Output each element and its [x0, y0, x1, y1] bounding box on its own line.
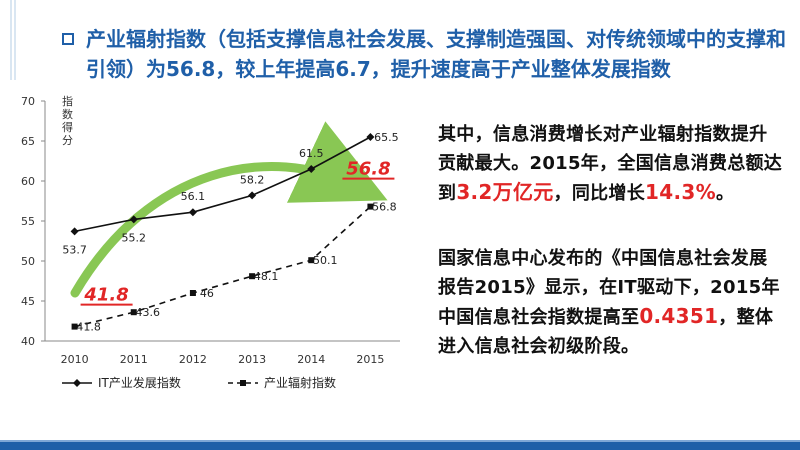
data-point — [367, 203, 374, 210]
x-tick-label: 2012 — [179, 353, 207, 366]
data-label: 58.2 — [240, 173, 265, 186]
y-tick-label: 45 — [21, 295, 35, 308]
headline: 产业辐射指数（包括支撑信息社会发展、支撑制造强国、对传统领域中的支撑和引领）为5… — [86, 27, 786, 81]
y-tick-label: 65 — [21, 135, 35, 148]
legend-marker — [73, 379, 81, 387]
data-label: 43.6 — [136, 306, 161, 319]
decor-stripe — [14, 0, 16, 80]
consumption-growth: 14.3% — [645, 180, 716, 204]
x-tick-label: 2014 — [297, 353, 325, 366]
x-tick-label: 2010 — [61, 353, 89, 366]
x-tick-label: 2011 — [120, 353, 148, 366]
paragraph1-text: 。 — [715, 183, 735, 204]
legend-label: 产业辐射指数 — [264, 375, 336, 390]
data-point — [71, 323, 78, 330]
highlight-value: 41.8 — [83, 285, 128, 306]
society-index: 0.4351 — [639, 304, 719, 328]
y-tick-label: 70 — [21, 95, 35, 108]
data-label: 61.5 — [299, 147, 324, 160]
data-point — [188, 208, 197, 217]
square-bullet-icon — [62, 33, 74, 45]
series-line-0 — [74, 136, 371, 233]
highlight-value: 56.8 — [346, 159, 390, 180]
paragraph1-text: 其中，信息消费增长对产业辐射指数提升贡献最大。2015年，全国信息消费总额达到 — [438, 124, 783, 204]
y-tick-label: 60 — [21, 175, 35, 188]
paragraph1-text: ，同比增长 — [553, 183, 646, 204]
data-label: 65.5 — [374, 131, 399, 144]
data-point — [189, 290, 196, 296]
paragraph-consumption: 其中，信息消费增长对产业辐射指数提升贡献最大。2015年，全国信息消费总额达到3… — [438, 120, 783, 208]
y-tick-label: 55 — [21, 215, 35, 228]
x-tick-label: 2015 — [356, 353, 384, 366]
paragraph2-text: 国家信息中心发布的《中国信息社会发展报告2015》显示，在IT驱动下，2015年… — [438, 248, 780, 328]
legend-marker — [240, 380, 246, 386]
paragraph-report: 国家信息中心发布的《中国信息社会发展报告2015》显示，在IT驱动下，2015年… — [438, 244, 783, 361]
data-point — [248, 191, 257, 200]
footer-bar — [0, 442, 800, 450]
data-label: 56.8 — [372, 201, 397, 214]
y-axis-label: 得 — [62, 121, 73, 134]
legend-label: IT产业发展指数 — [98, 375, 181, 390]
data-label: 55.2 — [122, 231, 147, 244]
data-label: 56.1 — [181, 190, 206, 203]
data-point — [366, 133, 375, 141]
y-tick-label: 50 — [21, 255, 35, 268]
data-label: 41.8 — [76, 321, 101, 334]
data-point — [130, 309, 137, 316]
left-accent-bar — [0, 0, 10, 80]
x-tick-label: 2013 — [238, 353, 266, 366]
paragraph2-text: ，整体进入信息社会初级阶段。 — [438, 307, 774, 357]
line-chart: 40 45 50 55 60 65 70 2010 2011 2012 2013 2014 2015 指数… — [21, 94, 400, 390]
data-point — [70, 227, 79, 236]
footer-line — [0, 440, 800, 442]
data-label: 53.7 — [62, 243, 87, 256]
consumption-amount: 3.2万亿元 — [456, 180, 554, 204]
y-axis-label: 分 — [62, 134, 73, 147]
y-tick-label: 40 — [21, 335, 35, 348]
data-point — [307, 165, 316, 173]
data-label: 46 — [200, 287, 214, 300]
data-point — [249, 273, 256, 280]
decor-stripe — [10, 0, 12, 80]
data-label: 48.1 — [254, 270, 279, 283]
data-point — [308, 257, 315, 264]
data-label: 50.1 — [313, 254, 338, 267]
data-point — [129, 215, 138, 224]
y-axis-label: 指 — [62, 94, 73, 108]
growth-arrow — [70, 121, 388, 298]
y-axis-label: 数 — [62, 108, 73, 121]
